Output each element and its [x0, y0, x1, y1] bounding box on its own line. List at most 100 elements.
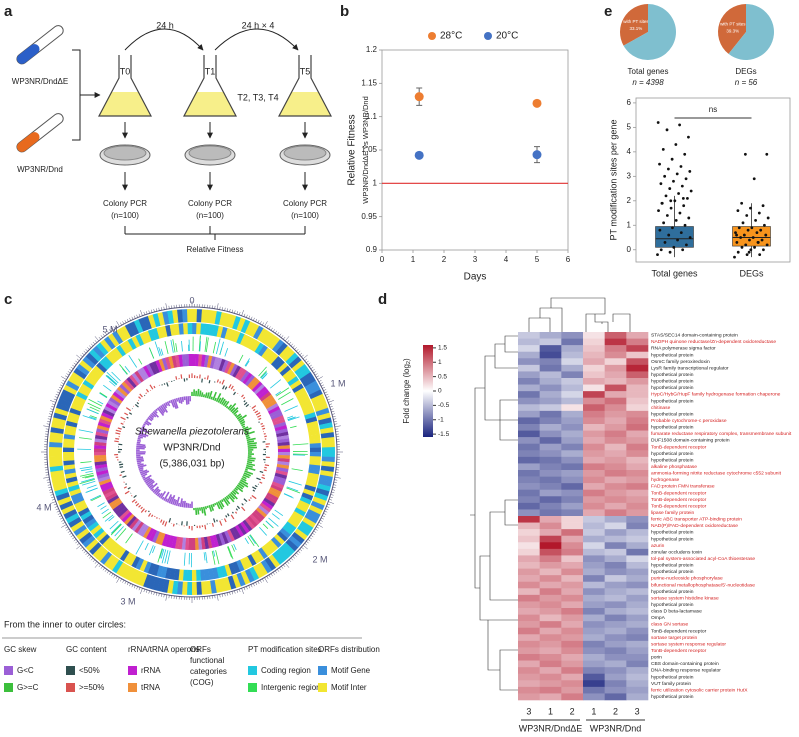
genome-gc-skew [160, 491, 167, 499]
genome-ring-segment [99, 415, 113, 423]
genome-gc-skew [234, 487, 239, 491]
genome-ring-segment [102, 536, 114, 548]
genome-ring-segment [266, 492, 279, 502]
heatmap-cell [583, 476, 605, 484]
genome-ring-segment [194, 537, 199, 550]
genome-gc-skew [214, 502, 217, 506]
genome-ring-segment [61, 504, 76, 515]
heatmap-cell [539, 351, 562, 359]
heatmap-cell [518, 397, 540, 405]
genome-gc-skew [185, 396, 188, 405]
genome-tick [49, 491, 53, 494]
genome-tick [46, 479, 50, 481]
gene-label: sortase target protein [651, 635, 697, 641]
genome-gc-content [166, 382, 169, 387]
genome-ring-segment [244, 374, 256, 387]
genome-tick [216, 594, 219, 601]
genome-ring-segment [256, 562, 268, 576]
heatmap-cell [583, 693, 605, 701]
heatmap-cell [561, 529, 584, 537]
heatmap-cell [626, 535, 649, 543]
genome-gc-content [136, 402, 140, 405]
colorbar-tick-label: -1.5 [438, 431, 450, 438]
genome-gc-content [251, 405, 257, 409]
genome-tick [243, 313, 246, 317]
legend-header: functional [190, 656, 224, 665]
genome-ring-segment [226, 362, 236, 375]
genome-pt-site [157, 548, 163, 563]
genome-ring-segment [251, 340, 261, 353]
point [658, 162, 661, 166]
flask [278, 55, 332, 117]
genome-ring-segment [307, 425, 320, 432]
genome-pt-site [262, 523, 269, 529]
genome-ring-segment [88, 542, 102, 555]
genome-ring-segment [173, 568, 180, 581]
legend-title: From the inner to outer circles: [4, 619, 126, 629]
genome-gc-skew [166, 494, 173, 503]
genome-tick [83, 350, 87, 354]
genome-tick [221, 593, 224, 597]
heatmap-cell [583, 509, 605, 517]
genome-ring-segment [232, 330, 241, 343]
genome-gc-skew [246, 437, 256, 442]
slice-label: with PT sites [720, 22, 746, 27]
legend-swatch [66, 683, 75, 692]
genome-ring-segment [152, 327, 160, 340]
heatmap-cell [604, 417, 627, 425]
genome-ring-segment [201, 309, 208, 323]
genome-tick [292, 556, 295, 559]
column-label: 2 [613, 706, 618, 716]
point [680, 184, 684, 188]
heatmap-cell [561, 555, 584, 563]
point [689, 189, 693, 193]
heatmap-cell [626, 378, 649, 385]
heatmap-cell [561, 509, 584, 517]
genome-tick [329, 498, 333, 501]
genome-tick [109, 329, 112, 332]
y-tick-label: 4 [627, 147, 632, 156]
genome-tick [160, 307, 163, 311]
genome-pt-site [205, 552, 208, 564]
heatmap-cell [539, 680, 562, 688]
gene-label: VUT family protein [651, 681, 691, 687]
genome-gc-skew [246, 464, 253, 468]
point [760, 238, 764, 242]
genome-ring-segment [309, 447, 321, 453]
heatmap-cell [604, 410, 627, 418]
heatmap-cell [604, 686, 627, 694]
genome-ring-segment [70, 403, 83, 412]
genome-tick [290, 343, 294, 347]
heatmap-cell [539, 621, 562, 629]
x-tick-label: 6 [566, 255, 571, 264]
genome-gc-skew [146, 418, 149, 421]
genome-ring-segment [291, 511, 304, 521]
heatmap-cell [604, 568, 627, 576]
genome-ring-segment [204, 323, 211, 336]
genome-gc-skew [242, 474, 250, 479]
genome-ring-segment [261, 500, 274, 510]
genome-gc-skew [145, 478, 153, 484]
genome-pt-site [148, 545, 154, 556]
genome-tick [270, 573, 273, 577]
heatmap-cell [626, 489, 649, 497]
heatmap-cell [626, 417, 649, 425]
heatmap-cell [518, 443, 540, 451]
heatmap-cell [539, 548, 562, 556]
heatmap-cell [539, 489, 562, 497]
genome-ring-segment [209, 580, 217, 594]
genome-gc-content [219, 520, 223, 526]
genome-ring-segment [137, 368, 147, 381]
genome-ring-segment [161, 579, 170, 593]
genome-tick [72, 364, 75, 367]
heatmap-cell [539, 594, 562, 602]
genome-gc-content [148, 510, 150, 513]
genome-ring-segment [204, 568, 210, 581]
heatmap-cell [539, 470, 562, 477]
genome-pt-site [247, 535, 255, 546]
genome-ring-segment [232, 315, 242, 330]
genome-ring-segment [63, 464, 76, 470]
genome-gc-content [180, 374, 183, 379]
genome-gc-skew [183, 396, 186, 401]
genome-ring-segment [249, 513, 261, 525]
